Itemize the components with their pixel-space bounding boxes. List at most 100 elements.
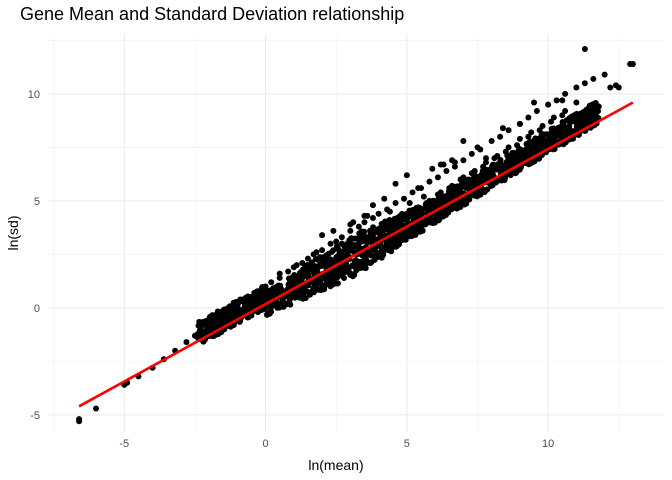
data-point bbox=[213, 318, 220, 325]
data-point bbox=[304, 255, 311, 262]
data-point bbox=[450, 203, 457, 210]
data-point bbox=[465, 180, 472, 187]
data-point bbox=[423, 204, 430, 211]
data-point bbox=[563, 131, 570, 138]
data-point bbox=[363, 258, 370, 265]
data-point bbox=[415, 205, 422, 212]
data-point bbox=[591, 100, 598, 107]
data-point bbox=[484, 186, 491, 193]
y-axis-label: ln(sd) bbox=[5, 215, 21, 250]
data-point bbox=[276, 304, 283, 311]
data-point bbox=[528, 129, 535, 136]
data-point bbox=[285, 281, 292, 288]
data-point bbox=[383, 225, 390, 232]
data-point bbox=[456, 188, 463, 195]
data-point bbox=[536, 142, 543, 149]
data-points bbox=[76, 45, 636, 425]
data-point bbox=[458, 181, 465, 188]
data-point bbox=[468, 150, 475, 157]
y-tick-label: 10 bbox=[28, 89, 40, 101]
data-point bbox=[406, 200, 413, 207]
data-point bbox=[226, 304, 233, 311]
data-point bbox=[510, 151, 517, 158]
data-point bbox=[328, 248, 335, 255]
data-point bbox=[336, 249, 343, 256]
data-point bbox=[429, 219, 436, 226]
data-point bbox=[409, 189, 416, 196]
data-point bbox=[263, 291, 270, 298]
data-point bbox=[299, 290, 306, 297]
data-point bbox=[451, 191, 458, 198]
data-point bbox=[199, 329, 206, 336]
data-point bbox=[334, 280, 341, 287]
data-point bbox=[323, 255, 330, 262]
data-point bbox=[412, 214, 419, 221]
x-tick-label: 0 bbox=[263, 438, 269, 450]
data-point bbox=[451, 163, 458, 170]
data-point bbox=[437, 195, 444, 202]
data-point bbox=[327, 240, 334, 247]
y-tick-label: 0 bbox=[34, 303, 40, 315]
data-point bbox=[299, 259, 306, 266]
data-point bbox=[505, 127, 512, 134]
chart-title: Gene Mean and Standard Deviation relatio… bbox=[20, 4, 404, 24]
data-point bbox=[197, 320, 204, 327]
data-point bbox=[294, 273, 301, 280]
data-point bbox=[391, 235, 398, 242]
data-point bbox=[367, 252, 374, 259]
data-point bbox=[497, 133, 504, 140]
data-point bbox=[546, 137, 553, 144]
data-point bbox=[319, 232, 326, 239]
data-point bbox=[491, 155, 498, 162]
data-point bbox=[254, 296, 261, 303]
data-point bbox=[547, 118, 554, 125]
data-point bbox=[472, 172, 479, 179]
data-point bbox=[371, 246, 378, 253]
data-point bbox=[451, 159, 458, 166]
data-point bbox=[545, 101, 552, 108]
data-point bbox=[369, 215, 376, 222]
data-point bbox=[76, 416, 83, 423]
data-point bbox=[629, 60, 636, 67]
data-point bbox=[223, 312, 230, 319]
data-point bbox=[276, 270, 283, 277]
data-point bbox=[230, 304, 237, 311]
data-point bbox=[380, 250, 387, 257]
y-tick-label: 5 bbox=[34, 196, 40, 208]
data-point bbox=[390, 226, 397, 233]
data-point bbox=[420, 218, 427, 225]
data-point bbox=[279, 299, 286, 306]
data-point bbox=[212, 312, 219, 319]
data-point bbox=[308, 259, 315, 266]
data-point bbox=[556, 124, 563, 131]
data-point bbox=[478, 172, 485, 179]
data-point bbox=[581, 80, 588, 87]
data-point bbox=[293, 262, 300, 269]
data-point bbox=[322, 281, 329, 288]
data-point bbox=[426, 178, 433, 185]
data-point bbox=[351, 241, 358, 248]
data-point bbox=[581, 45, 588, 52]
data-point bbox=[381, 195, 388, 202]
data-point bbox=[513, 168, 520, 175]
data-point bbox=[271, 290, 278, 297]
data-point bbox=[474, 144, 481, 151]
data-point bbox=[470, 190, 477, 197]
data-point bbox=[386, 208, 393, 215]
data-point bbox=[327, 256, 334, 263]
data-point bbox=[504, 152, 511, 159]
data-point bbox=[434, 174, 441, 181]
data-point bbox=[562, 108, 569, 115]
data-point bbox=[401, 234, 408, 241]
data-point bbox=[592, 108, 599, 115]
data-point bbox=[365, 234, 372, 241]
data-point bbox=[278, 286, 285, 293]
data-point bbox=[285, 268, 292, 275]
data-point bbox=[339, 240, 346, 247]
data-point bbox=[505, 144, 512, 151]
data-point bbox=[559, 112, 566, 119]
data-point bbox=[410, 225, 417, 232]
data-point bbox=[218, 319, 225, 326]
data-point bbox=[330, 227, 337, 234]
